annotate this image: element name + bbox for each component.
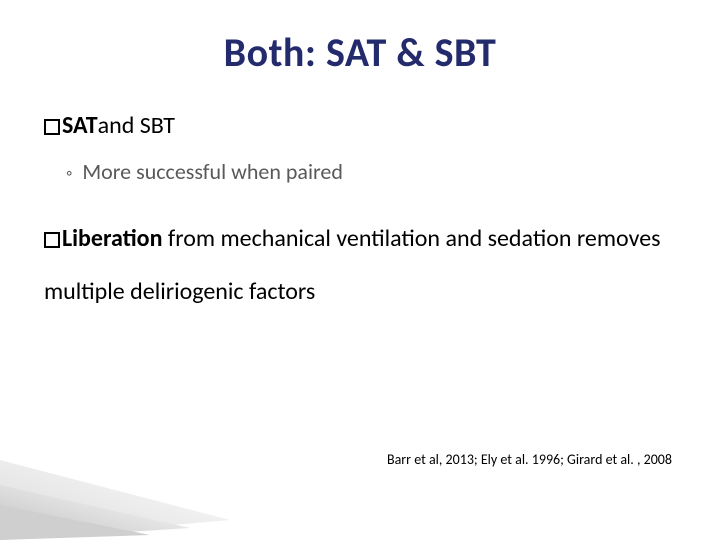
sub-bullet-item: ◦ More successful when paired	[66, 158, 676, 185]
slide-title: Both: SAT & SBT	[0, 0, 720, 87]
ring-icon: ◦	[66, 162, 72, 184]
corner-wedge-decoration	[0, 450, 240, 540]
checkbox-icon	[44, 119, 60, 135]
bullet-item: SAT and SBT	[44, 111, 676, 140]
bullet-lead: SAT	[62, 111, 98, 140]
slide: Both: SAT & SBT SAT and SBT ◦ More succe…	[0, 0, 720, 540]
paragraph-lead: Liberation	[62, 224, 162, 253]
paragraph: Liberation from mechanical ventilation a…	[44, 213, 676, 319]
bullet-rest: and SBT	[98, 111, 175, 140]
slide-content: SAT and SBT ◦ More successful when paire…	[0, 87, 720, 319]
citation-text: Barr et al, 2013; Ely et al. 1996; Girar…	[387, 451, 672, 468]
checkbox-icon	[44, 232, 60, 248]
sub-bullet-text: More successful when paired	[82, 158, 343, 185]
